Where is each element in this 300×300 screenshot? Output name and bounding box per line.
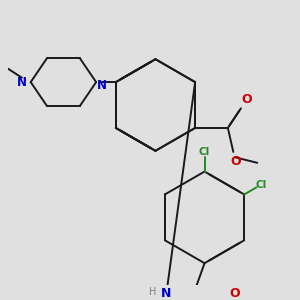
Text: Cl: Cl (256, 180, 267, 190)
Text: N: N (97, 79, 106, 92)
Text: N: N (161, 287, 172, 300)
Text: Cl: Cl (199, 147, 210, 157)
Text: H: H (149, 286, 157, 296)
Text: O: O (241, 93, 252, 106)
Text: N: N (17, 76, 27, 88)
Text: O: O (230, 155, 241, 168)
Text: O: O (230, 287, 240, 300)
